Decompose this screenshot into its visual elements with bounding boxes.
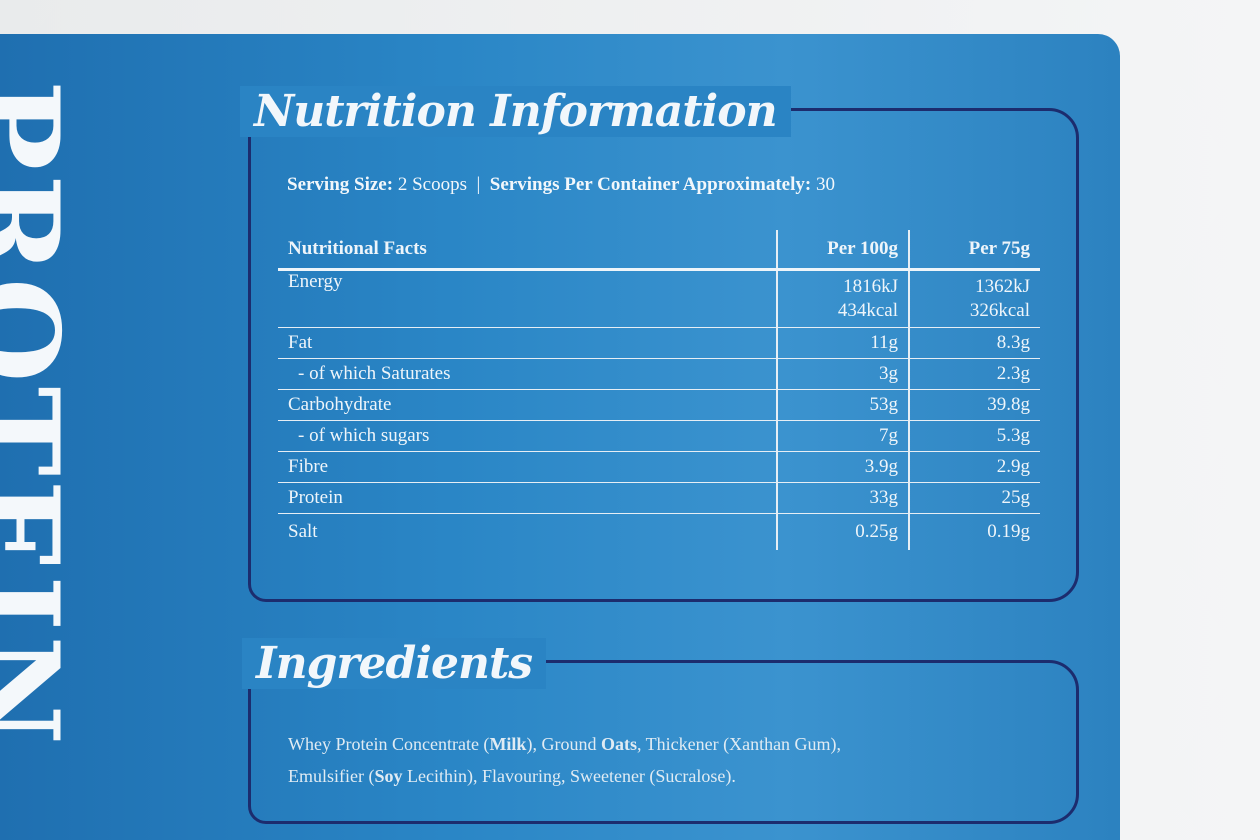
table-cell: Energy	[278, 269, 777, 328]
ingredients-part: Milk	[489, 734, 527, 754]
table-cell: 8.3g	[908, 327, 1040, 359]
table-cell: 11g	[776, 327, 909, 359]
table-row: Fibre 3.9g 2.9g	[278, 451, 1040, 483]
table-cell: 53g	[776, 389, 909, 421]
side-text: PROTEIN	[0, 80, 85, 750]
ingredients-part: Whey Protein Concentrate (	[288, 734, 490, 754]
ingredients-part: Lecithin), Flavouring, Sweetener (Sucral…	[402, 766, 736, 786]
table-cell: 5.3g	[908, 420, 1040, 452]
serving-size: 2 Scoops	[397, 174, 467, 195]
table-row: Energy 1816kJ 434kcal 1362kJ 326kcal	[278, 269, 1040, 328]
table-cell: 2.9g	[908, 451, 1040, 483]
table-row: - of which Saturates 3g 2.3g	[278, 358, 1040, 390]
cell-line: 1816kJ	[843, 276, 898, 297]
table-cell: - of which Saturates	[278, 358, 777, 390]
table-cell: Fat	[278, 327, 777, 359]
table-cell: 3g	[776, 358, 909, 390]
table-cell: 39.8g	[908, 389, 1040, 421]
table-cell: Fibre	[278, 451, 777, 483]
table-row: Fat 11g 8.3g	[278, 327, 1040, 359]
table-cell: Carbohydrate	[278, 389, 777, 421]
ingredients-frame	[248, 660, 1079, 824]
table-row: Salt 0.25g 0.19g	[278, 513, 1040, 550]
serving-info: Serving Size: 2 Scoops | Servings Per Co…	[287, 174, 835, 195]
table-cell: 1816kJ 434kcal	[776, 269, 909, 328]
ingredients-part: Emulsifier (	[288, 766, 375, 786]
table-cell: Protein	[278, 482, 777, 514]
table-cell: 1362kJ 326kcal	[908, 269, 1040, 328]
header-cell: Nutritional Facts	[278, 230, 777, 271]
servings: 30	[815, 174, 835, 195]
table-row: Protein 33g 25g	[278, 482, 1040, 514]
ingredients-line: Emulsifier (Soy Lecithin), Flavouring, S…	[288, 760, 841, 792]
ingredients-line: Whey Protein Concentrate (Milk), Ground …	[288, 728, 841, 760]
table-cell: 7g	[776, 420, 909, 452]
cell-line: 434kcal	[837, 300, 898, 321]
table-cell: Salt	[288, 521, 318, 542]
table-cell: 2.3g	[908, 358, 1040, 390]
ingredients-text: Whey Protein Concentrate (Milk), Ground …	[288, 728, 841, 792]
nutrition-table: Nutritional Facts Per 100g Per 75g Energy 18…	[278, 230, 1040, 550]
cell-line: 1362kJ	[975, 276, 1030, 297]
ingredients-part: Oats	[600, 734, 637, 754]
table-cell: 33g	[776, 482, 909, 514]
cell-line: 326kcal	[969, 300, 1030, 321]
serving-size-label: Serving Size:	[287, 174, 394, 195]
ingredients-part: ), Ground	[526, 734, 601, 754]
table-box: Nutritional Facts Per 100g Per 75g Energy 18…	[278, 230, 1040, 550]
table-row: Carbohydrate 53g 39.8g	[278, 389, 1040, 421]
header-cell: Per 100g	[776, 230, 909, 271]
header-row: Nutritional Facts Per 100g Per 75g	[278, 230, 1040, 271]
nutrition-title: Nutrition Information	[240, 86, 791, 137]
table-cell: 0.25g	[776, 513, 909, 550]
ingredients-title: Ingredients	[242, 638, 547, 689]
ingredients-part: Soy	[374, 766, 403, 786]
table-cell: 0.19g	[908, 513, 1040, 550]
table-cell: 25g	[908, 482, 1040, 514]
servings-label: Servings Per Container Approximately:	[489, 174, 812, 195]
table-cell: 3.9g	[776, 451, 909, 483]
header-cell: Per 75g	[908, 230, 1040, 271]
table-row: - of which sugars 7g 5.3g	[278, 420, 1040, 452]
ingredients-part: , Thickener (Xanthan Gum),	[636, 734, 842, 754]
table-cell: - of which sugars	[278, 420, 777, 452]
side-text-box: PROTEIN	[0, 80, 100, 840]
